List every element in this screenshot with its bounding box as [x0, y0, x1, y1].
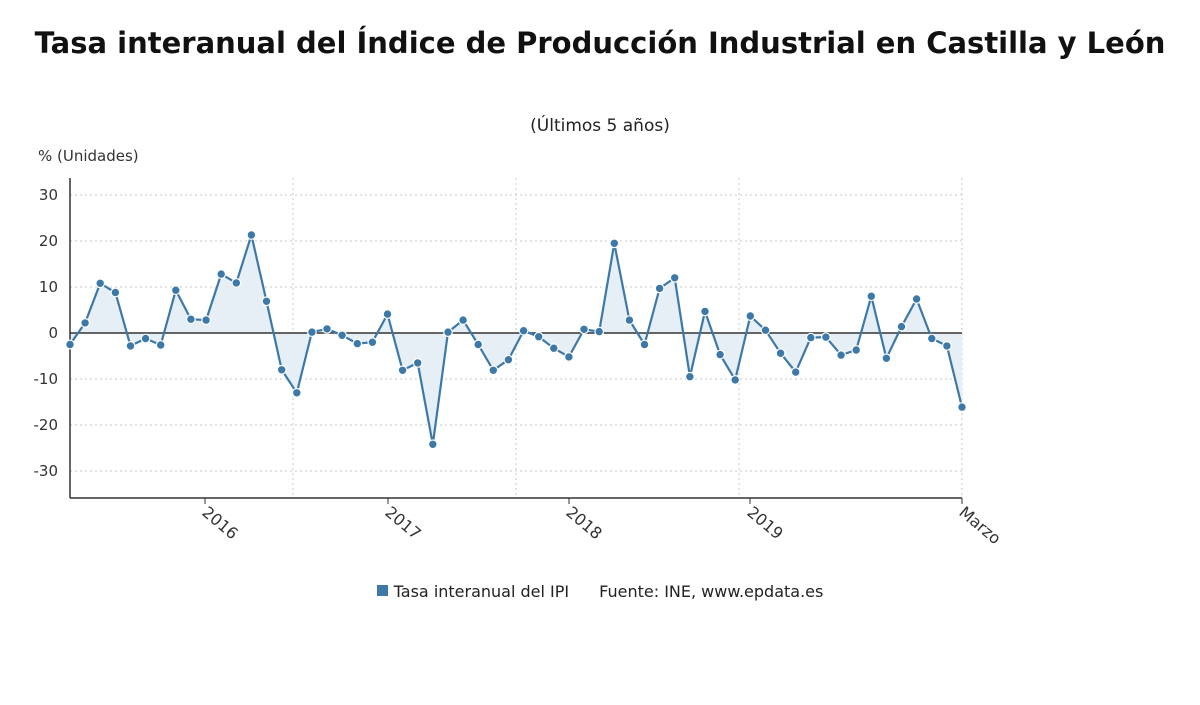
data-point [851, 345, 862, 355]
data-point [533, 331, 544, 342]
y-tick-label: 0 [48, 324, 58, 342]
data-point [760, 325, 771, 336]
y-tick-label: -10 [34, 370, 59, 388]
data-point [715, 349, 725, 360]
data-point [382, 309, 393, 320]
data-point [564, 352, 574, 362]
data-point [609, 238, 620, 249]
data-point [518, 325, 529, 336]
y-axis-label: % (Unidades) [38, 147, 139, 165]
data-point [896, 321, 907, 332]
data-point [95, 278, 106, 289]
data-point [866, 291, 877, 302]
chart-subtitle: (Últimos 5 años) [530, 116, 670, 136]
x-tick-label: 2016 [198, 503, 241, 544]
data-point [170, 285, 181, 296]
chart-title: Tasa interanual del Índice de Producción… [34, 26, 1166, 60]
data-point [669, 272, 680, 283]
data-point [337, 330, 348, 341]
data-point [216, 269, 227, 280]
data-point [700, 306, 710, 317]
data-point [185, 314, 196, 325]
data-point [730, 375, 741, 385]
data-point [443, 327, 453, 338]
data-point [548, 343, 559, 354]
data-point [322, 324, 332, 334]
data-point [957, 402, 967, 413]
data-point [579, 324, 589, 335]
series-area [70, 235, 962, 445]
data-point [594, 326, 605, 337]
data-point [488, 365, 499, 376]
y-tick-label: 30 [39, 186, 58, 204]
data-point [911, 294, 922, 304]
x-tick-label: 2018 [562, 503, 605, 544]
source-label: Fuente: INE, www.epdata.es [599, 582, 824, 601]
data-point [291, 387, 302, 398]
data-point [246, 230, 257, 240]
data-point [942, 341, 952, 351]
data-point [125, 341, 136, 351]
data-point [775, 348, 786, 359]
x-tick-label: Marzo [955, 503, 1004, 549]
y-tick-label: -20 [34, 416, 59, 434]
y-tick-label: 20 [39, 232, 58, 250]
data-point [685, 371, 695, 382]
data-point [352, 338, 363, 349]
data-point [261, 296, 272, 307]
data-point [201, 315, 212, 326]
y-tick-label: -30 [34, 462, 59, 480]
data-point [140, 333, 151, 344]
data-point [805, 332, 816, 343]
data-point [80, 318, 90, 328]
data-point [654, 283, 665, 294]
legend-swatch [376, 585, 388, 596]
legend: Tasa interanual del IPI Fuente: INE, www.… [0, 582, 1200, 601]
data-point [397, 365, 408, 376]
data-point [926, 333, 937, 344]
x-tick-label: 2017 [381, 503, 424, 544]
data-point [745, 311, 756, 321]
data-point [881, 353, 892, 364]
data-point [790, 367, 801, 378]
data-point [639, 339, 650, 350]
data-point [624, 315, 635, 326]
data-point [836, 350, 846, 361]
data-point [155, 340, 166, 350]
data-point [503, 354, 514, 365]
data-point [276, 364, 287, 375]
data-point [458, 315, 469, 326]
data-point [307, 327, 317, 338]
data-point [412, 358, 423, 368]
data-point [65, 339, 75, 350]
data-point [231, 278, 242, 288]
data-point [821, 332, 831, 343]
data-point [427, 439, 438, 450]
data-point [110, 287, 121, 298]
data-point [473, 339, 484, 350]
legend-series-label: Tasa interanual del IPI [393, 582, 570, 601]
data-point [367, 337, 378, 348]
x-tick-label: 2019 [743, 503, 786, 544]
y-tick-label: 10 [39, 278, 58, 296]
